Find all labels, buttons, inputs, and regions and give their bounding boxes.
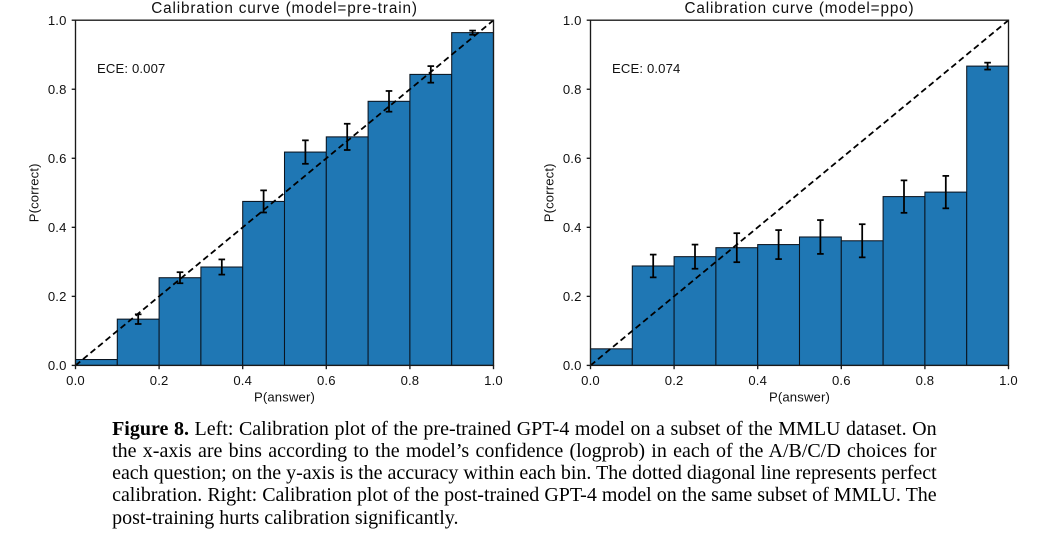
svg-text:0.8: 0.8 [916,373,935,388]
svg-text:0.6: 0.6 [48,151,67,166]
svg-text:0.8: 0.8 [48,82,67,97]
svg-text:0.0: 0.0 [581,373,600,388]
svg-text:0.2: 0.2 [48,289,67,304]
svg-text:0.4: 0.4 [48,220,67,235]
svg-text:0.6: 0.6 [832,373,851,388]
svg-text:0.2: 0.2 [150,373,169,388]
svg-text:0.0: 0.0 [563,358,582,373]
svg-text:0.4: 0.4 [748,373,767,388]
svg-text:0.6: 0.6 [317,373,336,388]
svg-text:ECE: 0.007: ECE: 0.007 [97,61,165,76]
svg-text:0.4: 0.4 [233,373,252,388]
svg-text:0.0: 0.0 [66,373,85,388]
svg-text:1.0: 1.0 [48,13,67,28]
svg-text:1.0: 1.0 [484,373,503,388]
svg-text:P(correct): P(correct) [541,163,556,222]
svg-text:0.2: 0.2 [563,289,582,304]
svg-text:0.8: 0.8 [563,82,582,97]
svg-text:Calibration curve (model=pre-t: Calibration curve (model=pre-train) [151,0,418,17]
svg-text:0.6: 0.6 [563,151,582,166]
svg-text:0.0: 0.0 [48,358,67,373]
svg-text:0.4: 0.4 [563,220,582,235]
svg-text:P(correct): P(correct) [26,163,41,222]
svg-text:0.2: 0.2 [665,373,684,388]
svg-text:1.0: 1.0 [999,373,1018,388]
svg-text:1.0: 1.0 [563,13,582,28]
svg-text:0.8: 0.8 [401,373,420,388]
svg-text:Calibration curve (model=ppo): Calibration curve (model=ppo) [685,0,915,17]
svg-text:P(answer): P(answer) [769,389,830,404]
svg-text:ECE: 0.074: ECE: 0.074 [612,61,680,76]
svg-text:P(answer): P(answer) [254,389,315,404]
